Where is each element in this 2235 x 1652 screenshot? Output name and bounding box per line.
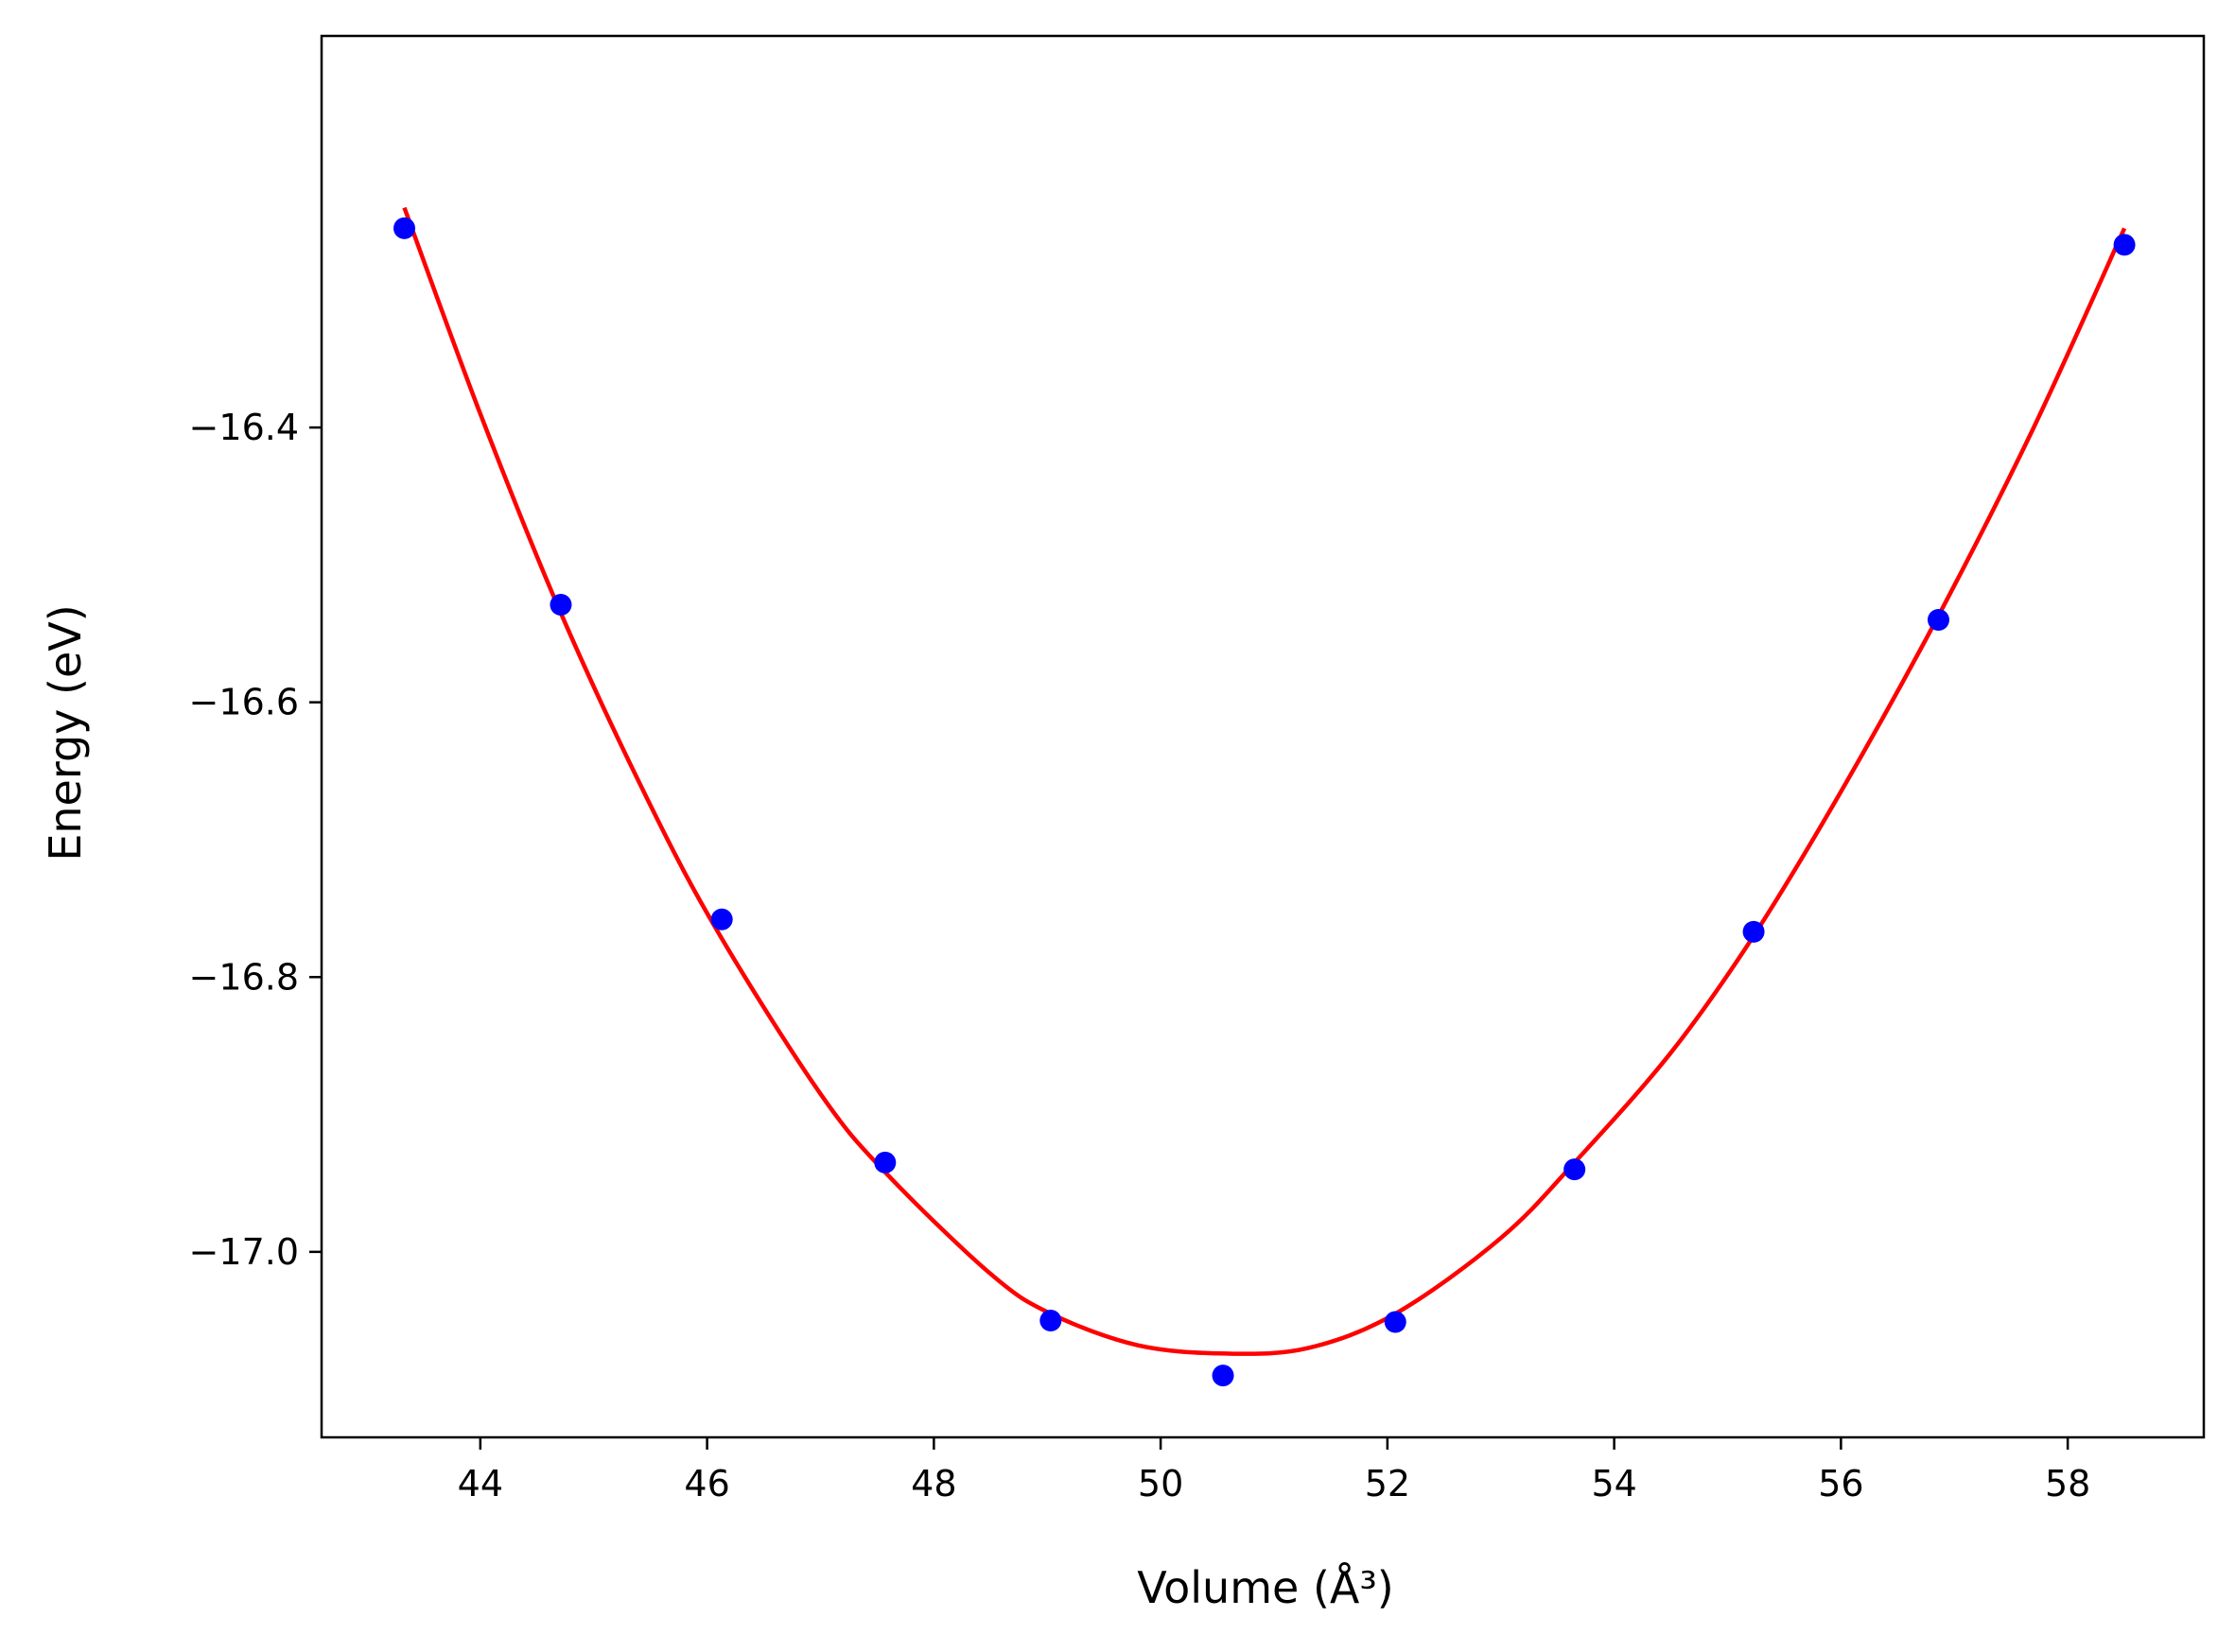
x-tick-label: 50 (1138, 1463, 1183, 1504)
data-point (1563, 1158, 1586, 1181)
plot-frame (320, 34, 2206, 1439)
data-point (1039, 1310, 1062, 1331)
x-tick-label: 46 (684, 1463, 729, 1504)
x-tick-label: 52 (1365, 1463, 1410, 1504)
data-point (393, 217, 416, 239)
x-tick-label: 58 (2045, 1463, 2090, 1504)
x-tick-label: 48 (911, 1463, 956, 1504)
data-point (550, 594, 572, 617)
data-point (1927, 609, 1949, 631)
data-point (2113, 234, 2136, 256)
data-point (1384, 1311, 1406, 1333)
y-tick-label: −17.0 (189, 1231, 299, 1273)
y-tick-label: −16.6 (189, 682, 299, 723)
axes: 44 46 48 50 52 54 56 58 −16.4 −16.6 −16.8 −17.0 (189, 34, 2206, 1504)
x-tick-label: 56 (1818, 1463, 1863, 1504)
data-point (1212, 1365, 1234, 1387)
x-tick-label: 54 (1591, 1463, 1636, 1504)
y-tick-label: −16.8 (189, 956, 299, 998)
y-tick-label: −16.4 (189, 407, 299, 448)
x-axis-label: Volume (Å³) (1137, 1562, 1394, 1613)
fit-curve-line (402, 206, 2127, 1356)
data-point (874, 1151, 897, 1174)
y-axis-label: Energy (eV) (40, 604, 91, 861)
data-point (1742, 920, 1765, 943)
plot-area (393, 206, 2136, 1387)
data-point (710, 908, 733, 930)
x-tick-label: 44 (458, 1463, 503, 1504)
